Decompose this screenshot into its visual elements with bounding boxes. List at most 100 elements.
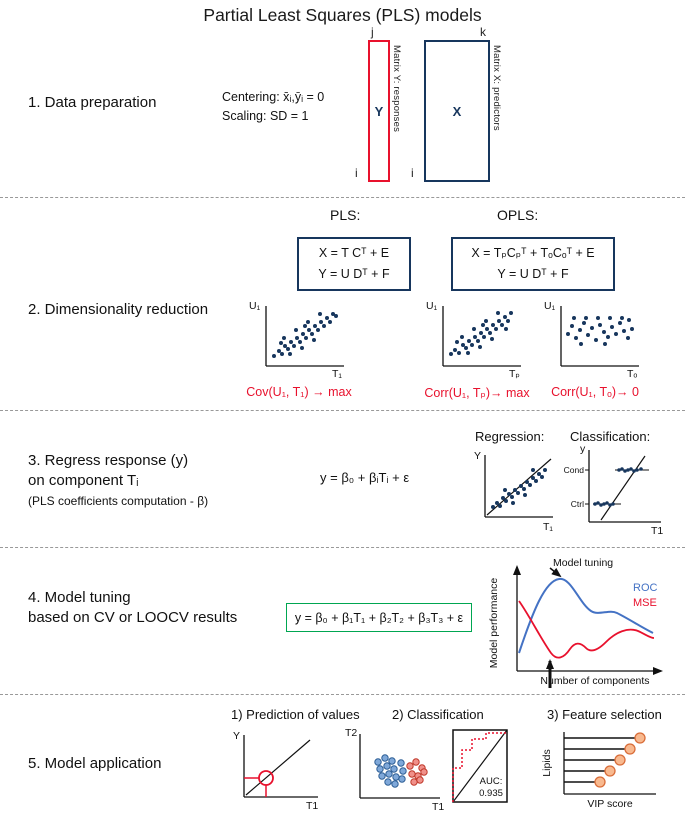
feature-selection-sub-header: 3) Feature selection: [547, 707, 662, 722]
prediction-plot: Y T1: [233, 730, 318, 812]
x-axis-label: VIP score: [587, 798, 632, 810]
pls-header: PLS:: [330, 207, 361, 223]
scatter-points: [272, 312, 338, 358]
cov-caption: Cov(U₁, T₁) → max: [246, 385, 352, 399]
section4-label-line1: 4. Model tuning: [28, 589, 131, 606]
matrix-y-side-label: Matrix Y: responses: [391, 45, 402, 133]
centering-note: Centering: x̄ᵢ,ȳᵢ = 0 Scaling: SD = 1: [222, 88, 324, 127]
classification-sub-header: 2) Classification: [392, 707, 484, 722]
scatter-points: [449, 311, 513, 356]
auc-label: AUC:: [480, 776, 503, 787]
regression-formula: y = β₀ + βᵢTᵢ + ε: [320, 470, 410, 485]
corr-to-caption: Corr(U₁, Tₒ)→ 0: [551, 385, 639, 399]
ctrl-label: Ctrl: [571, 499, 584, 509]
section5-label: 5. Model application: [28, 755, 162, 772]
matrix-y: Y: [368, 40, 390, 182]
y-axis-label: Lipids: [541, 749, 553, 776]
tuning-formula-box: y = β₀ + β₁T₁ + β₂T₂ + β₃T₃ + ε: [286, 603, 472, 632]
y-axis-label: Model performance: [488, 578, 500, 669]
x-axis-label: Tₒ: [627, 368, 637, 380]
model-tuning-plot: Model performance Number of components M…: [488, 557, 663, 688]
y-axis-label: U₁: [544, 300, 556, 312]
auc-value: 0.935: [479, 788, 503, 799]
y-axis-label: U₁: [249, 300, 261, 312]
pls-eq-x: X = T Cᵀ + E: [318, 245, 390, 260]
section-divider: [0, 547, 685, 548]
pls-eq-y: Y = U Dᵀ + F: [318, 267, 390, 281]
classification-line: [600, 455, 646, 521]
chance-line: [452, 729, 508, 803]
regression-header: Regression:: [475, 429, 545, 444]
tuning-formula: y = β₀ + β₁T₁ + β₂T₂ + β₃T₃ + ε: [294, 610, 464, 625]
blue-class-points: [374, 754, 407, 788]
opls-equations-box: X = TₚCₚᵀ + TₒCₒᵀ + E Y = U Dᵀ + F: [451, 237, 615, 291]
matrix-y-row-index: i: [355, 166, 358, 180]
x-axis-label: Number of components: [540, 675, 649, 687]
corr-tp-caption: Corr(U₁, Tₚ)→ max: [424, 386, 530, 400]
section3-label-line3: (PLS coefficients computation - β): [28, 494, 209, 508]
matrix-x-row-index: i: [411, 166, 414, 180]
scaling-line: Scaling: SD = 1: [222, 109, 309, 124]
class-scatter-plot: T2 T1: [345, 727, 444, 813]
roc-curve: [452, 732, 507, 802]
regression-line: [486, 458, 552, 516]
matrix-y-col-index: j: [371, 25, 374, 39]
section-divider: [0, 197, 685, 198]
section3-label-line2: on component Tᵢ: [28, 472, 139, 489]
cond-label: Cond: [564, 465, 585, 475]
section-divider: [0, 410, 685, 411]
corr-to-scatter-plot: U₁ Tₒ: [544, 300, 639, 380]
corr-tp-scatter-plot: U₁ Tₚ: [426, 300, 521, 380]
auc-label-bg: [476, 772, 506, 800]
section4-label-line2: based on CV or LOOCV results: [28, 609, 238, 626]
prediction-point-circle: [258, 770, 274, 786]
y-axis-label: y: [580, 443, 586, 455]
figure-title: Partial Least Squares (PLS) models: [203, 5, 482, 25]
y-axis-label: U₁: [426, 300, 438, 312]
opls-eq-y: Y = U Dᵀ + F: [497, 267, 569, 281]
prediction-sub-header: 1) Prediction of values: [231, 707, 360, 722]
cov-scatter-plot: U₁ T₁: [249, 300, 344, 380]
classification-header: Classification:: [570, 429, 651, 444]
y-axis-label: Y: [233, 730, 240, 742]
model-line: [245, 739, 311, 796]
scatter-points: [566, 316, 634, 346]
regression-plot: Y T₁: [474, 450, 553, 533]
centering-line: Centering: x̄ᵢ,ȳᵢ = 0: [222, 90, 325, 104]
vip-lollipops: [564, 732, 646, 788]
section3-label-line1: 3. Regress response (y): [28, 452, 189, 469]
x-axis-label: T1: [306, 800, 318, 812]
scatter-points: [491, 468, 547, 509]
roc-auc-plot: AUC: 0.935: [452, 729, 508, 803]
opls-eq-x: X = TₚCₚᵀ + TₒCₒᵀ + E: [471, 245, 595, 260]
red-class-points: [406, 758, 428, 786]
matrix-x: X: [424, 40, 490, 182]
classification-plot: y Cond Ctrl T1: [564, 443, 664, 537]
ctrl-points: [593, 501, 615, 507]
roc-legend: ROC: [633, 582, 658, 594]
mse-legend: MSE: [633, 597, 657, 609]
mse-curve: [518, 600, 655, 659]
roc-curve: [518, 578, 654, 654]
matrix-x-letter: X: [452, 103, 462, 119]
section1-label: 1. Data preparation: [28, 94, 157, 111]
cond-points: [617, 467, 643, 473]
matrix-x-side-label: Matrix X: predictors: [491, 45, 502, 131]
x-axis-label: T₁: [543, 521, 553, 533]
annotation-arrow: [549, 567, 562, 578]
x-axis-label: T1: [432, 801, 444, 813]
y-axis-label: T2: [345, 727, 357, 739]
x-axis-label: T1: [651, 525, 663, 537]
y-axis-label: Y: [474, 450, 481, 462]
pls-equations-box: X = T Cᵀ + E Y = U Dᵀ + F: [297, 237, 411, 291]
matrix-y-letter: Y: [374, 103, 384, 119]
matrix-x-col-index: k: [480, 25, 486, 39]
feature-selection-plot: Lipids VIP score: [541, 732, 656, 810]
section-divider: [0, 694, 685, 695]
x-axis-label: Tₚ: [509, 368, 520, 380]
opls-header: OPLS:: [497, 207, 539, 223]
section2-label: 2. Dimensionality reduction: [28, 301, 209, 318]
model-tuning-annotation: Model tuning: [553, 557, 613, 569]
x-axis-label: T₁: [332, 368, 342, 380]
